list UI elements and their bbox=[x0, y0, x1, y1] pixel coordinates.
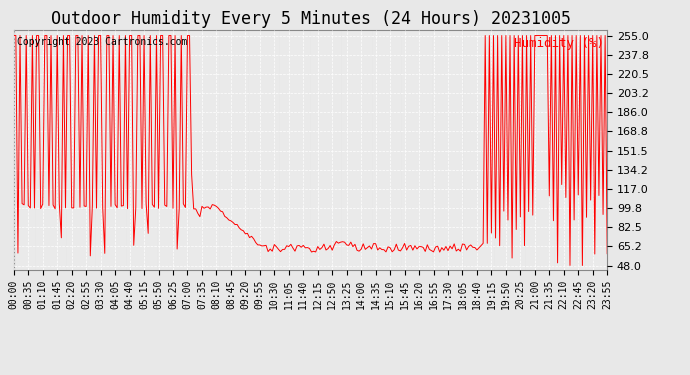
Text: Copyright 2023 Cartronics.com: Copyright 2023 Cartronics.com bbox=[17, 37, 187, 47]
Text: Humidity (%): Humidity (%) bbox=[514, 37, 604, 50]
Title: Outdoor Humidity Every 5 Minutes (24 Hours) 20231005: Outdoor Humidity Every 5 Minutes (24 Hou… bbox=[50, 10, 571, 28]
